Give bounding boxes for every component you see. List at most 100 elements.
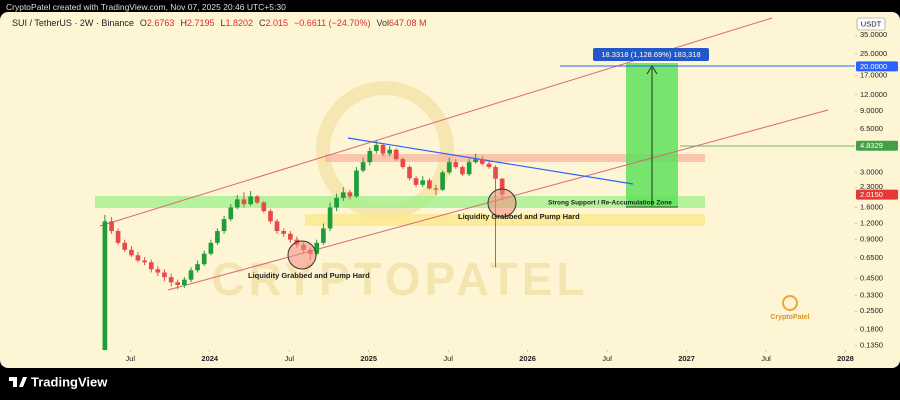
candle-body [367,150,373,163]
x-tick-label: Jul [284,354,294,363]
y-tick-label: 2.3000 [860,182,883,191]
y-tick-label: 0.3300 [860,291,883,300]
logo-text: CryptoPatel [770,314,809,321]
key: C [259,18,266,28]
y-tick-label: 3.0000 [860,167,883,176]
candle-body [340,192,346,198]
key: H [180,18,187,28]
candle-body [314,242,320,254]
value: 2.7195 [186,18,215,28]
candle-body [433,188,439,190]
candle-body [354,170,359,197]
candle-body [102,221,108,350]
candle-body [142,260,147,263]
candle-body [109,221,114,232]
y-tick-label: 35.0000 [860,30,887,39]
candle-body [155,269,161,273]
volume: Vol647.08 M [376,18,426,28]
x-tick-label: 2027 [678,354,695,363]
candle-body [460,167,465,175]
measure-label: 18.3318 (1,128.69%) 183,318 [601,50,700,59]
highlight-circle [287,240,317,270]
candle-body [373,144,379,151]
price-label-box [856,61,898,72]
arrow-head [646,65,658,75]
ohlc-close: C2.015 [259,18,288,28]
candle-body [122,242,128,250]
x-tick-label: Jul [602,354,612,363]
y-tick-label: 0.1350 [860,341,883,350]
currency-box [856,17,886,31]
candle-body [201,253,207,265]
candle-body [420,180,426,185]
candle-body [215,231,220,243]
logo-icon [782,295,798,311]
watermark-ring [316,81,454,219]
candle-body [347,192,353,197]
value: 647.08 M [388,18,427,28]
candle-body [427,180,432,189]
annotation: Liquidity Grabbed and Pump Hard [458,212,580,221]
candle-body [129,249,134,256]
price-label-box [856,189,898,200]
candle-body [228,207,234,220]
symbol: SUI / TetherUS · 2W · Binance [12,18,134,28]
candle-body [248,196,253,205]
trend-line [347,137,634,185]
candle-body [254,196,260,203]
x-tick-label: 2028 [837,354,854,363]
y-tick-label: 12.0000 [860,90,887,99]
candle-body [473,159,478,163]
price-label: 20.0000 [860,62,887,71]
footer [0,368,900,400]
candle-body [261,202,267,212]
candle-body [440,172,445,190]
y-tick-label: 1.6000 [860,202,883,211]
credit: CryptoPatel created with TradingView.com… [6,2,286,12]
ohlc-high: H2.7195 [180,18,214,28]
candle-body [479,159,485,164]
highlight-circle [487,188,517,218]
resistance-zone [325,154,705,162]
candle-body [162,272,167,278]
candle-body [234,199,240,208]
chart-header: SUI / TetherUS · 2W · Binance O2.6763 H2… [12,18,426,28]
candle-body [400,159,406,168]
value: 1.8202 [225,18,254,28]
y-tick-label: 0.6500 [860,253,883,262]
candle-body [334,197,339,208]
key: Vol [376,18,389,28]
candle-body [393,149,399,160]
y-tick-label: 6.5000 [860,124,883,133]
price-label-box [856,140,898,151]
candle-body [281,231,287,234]
key: O [139,18,147,28]
x-tick-label: Jul [761,354,771,363]
y-tick-label: 0.4500 [860,273,883,282]
annotation: Strong Support / Re-Accumulation Zone [548,200,672,207]
y-tick-label: 17.0000 [860,70,887,79]
x-tick-label: 2024 [201,354,219,363]
candle-body [327,207,333,229]
candle-body [288,233,293,240]
y-tick-label: 0.9000 [860,235,883,244]
candle-body [175,282,181,285]
brand: TradingView [31,374,108,389]
candle-body [380,144,386,154]
measure-box [593,48,709,61]
candle-body [274,221,280,232]
candle-body [195,264,200,271]
candle-body [135,255,141,261]
candle-body [453,162,459,168]
chart-background [0,12,900,368]
ohlc-low: L1.8202 [220,18,253,28]
change: −0.6611 (−24.70%) [294,18,371,28]
x-tick-label: 2025 [360,354,377,363]
x-tick-label: 2026 [519,354,536,363]
candle-body [168,277,174,283]
candle-body [268,211,273,222]
x-tick-label: Jul [443,354,453,363]
candle-body [115,231,121,243]
candle-body [188,270,194,280]
